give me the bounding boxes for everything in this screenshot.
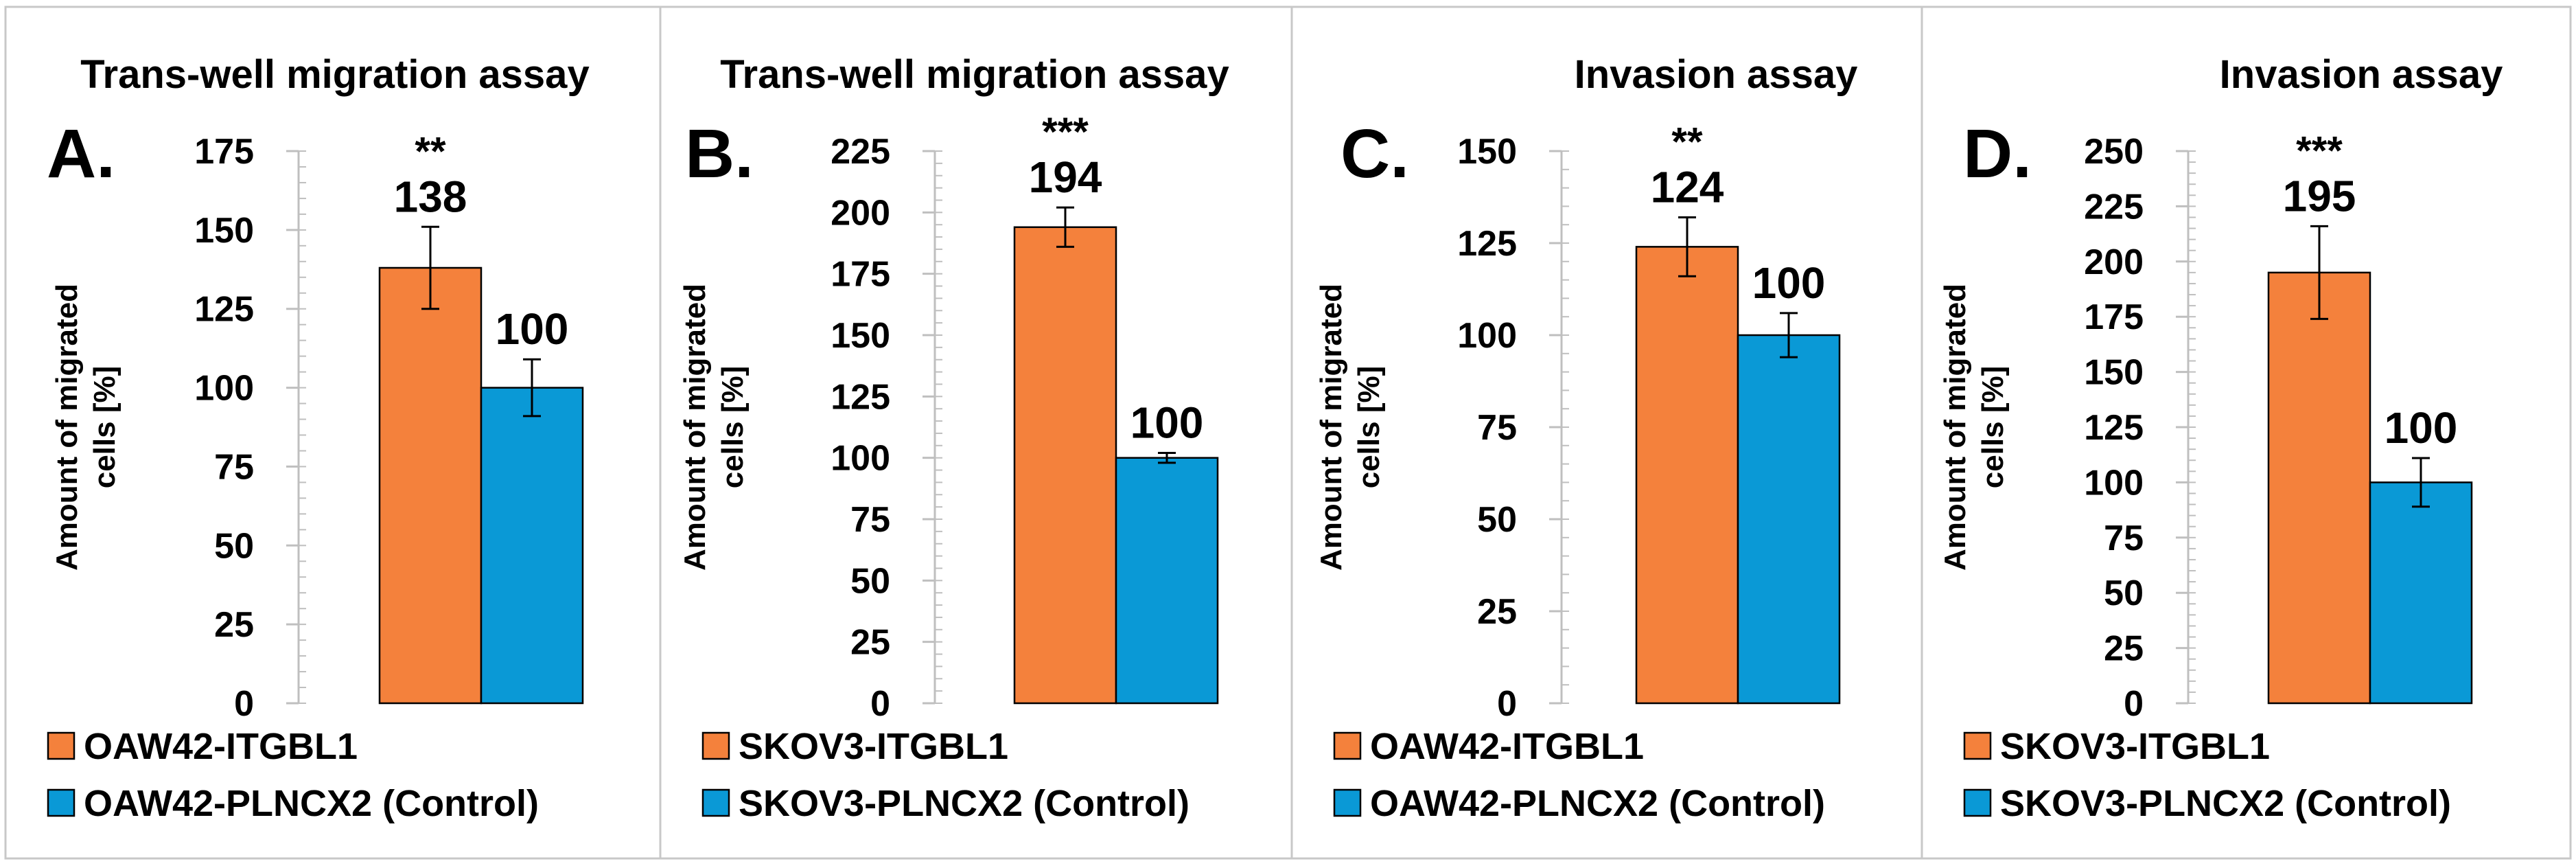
y-tick-label: 25 [850, 623, 890, 663]
significance-marker: *** [2296, 128, 2343, 173]
chart-title: Trans-well migration assay [80, 52, 589, 97]
data-label: 124 [1651, 162, 1724, 212]
y-tick-label: 200 [2084, 242, 2144, 282]
chart-title: Trans-well migration assay [720, 52, 1229, 97]
y-tick-label: 100 [2084, 463, 2144, 503]
chart-title: Invasion assay [1575, 52, 1858, 97]
data-label: 100 [2384, 403, 2458, 453]
legend-label: OAW42-PLNCX2 (Control) [1370, 783, 1825, 824]
y-tick-label: 125 [1457, 224, 1517, 264]
panel-border [1921, 5, 2572, 860]
y-axis-label-line1: Amount of migrated [50, 284, 84, 571]
y-tick-label: 125 [194, 290, 254, 330]
panel-letter: B. [685, 115, 754, 192]
significance-marker: *** [1042, 110, 1089, 155]
y-tick-label: 125 [2084, 408, 2144, 448]
y-tick-label: 50 [2104, 573, 2144, 613]
legend-swatch [1963, 788, 1992, 817]
bar-control [1115, 457, 1219, 705]
y-tick-label: 0 [2124, 684, 2144, 724]
y-tick-label: 100 [1457, 316, 1517, 356]
data-label: 100 [496, 304, 569, 354]
y-tick-label: 150 [194, 211, 254, 251]
y-tick-label: 50 [214, 526, 254, 566]
y-tick-label: 225 [2084, 187, 2144, 227]
panel-letter: D. [1963, 115, 2032, 192]
legend-label: SKOV3-ITGBL1 [2000, 726, 2270, 767]
panel-letter: A. [47, 115, 115, 192]
legend-swatch [701, 788, 730, 817]
legend-label: OAW42-ITGBL1 [84, 726, 358, 767]
y-tick-label: 175 [831, 255, 890, 295]
significance-marker: ** [415, 129, 446, 174]
data-label: 100 [1752, 258, 1826, 308]
legend-label: SKOV3-ITGBL1 [739, 726, 1008, 767]
y-axis-label-line2: cells [%] [716, 366, 750, 489]
y-axis-label-line1: Amount of migrated [1314, 284, 1348, 571]
legend-swatch [701, 731, 730, 760]
y-axis-label-line2: cells [%] [1352, 366, 1386, 489]
data-label: 194 [1029, 152, 1102, 202]
legend-swatch [47, 788, 76, 817]
y-axis-label-line2: cells [%] [1976, 366, 2010, 489]
y-tick-label: 50 [1477, 500, 1517, 540]
y-tick-label: 75 [850, 500, 890, 540]
legend-swatch [1963, 731, 1992, 760]
chart-title: Invasion assay [2220, 52, 2503, 97]
y-tick-label: 50 [850, 561, 890, 601]
y-tick-label: 0 [234, 684, 254, 724]
y-tick-label: 125 [831, 377, 890, 417]
legend-swatch [1333, 788, 1362, 817]
bar-itgbl1 [1013, 226, 1117, 705]
legend-label: OAW42-ITGBL1 [1370, 726, 1644, 767]
panel-letter: C. [1341, 115, 1409, 192]
bar-itgbl1 [378, 266, 483, 705]
y-tick-label: 225 [831, 132, 890, 172]
y-tick-label: 175 [194, 132, 254, 172]
y-tick-label: 75 [2104, 519, 2144, 558]
y-tick-label: 250 [2084, 132, 2144, 172]
y-tick-label: 175 [2084, 297, 2144, 337]
y-tick-label: 75 [1477, 408, 1517, 448]
y-tick-label: 100 [831, 439, 890, 479]
y-tick-label: 25 [1477, 592, 1517, 632]
legend-label: SKOV3-PLNCX2 (Control) [739, 783, 1190, 824]
y-tick-label: 25 [214, 605, 254, 645]
bar-control [1737, 334, 1841, 705]
legend-swatch [47, 731, 76, 760]
bar-itgbl1 [1635, 246, 1739, 705]
bar-control [480, 387, 584, 705]
y-tick-label: 25 [2104, 629, 2144, 669]
data-label: 138 [394, 172, 467, 221]
data-label: 195 [2283, 171, 2356, 220]
y-tick-label: 0 [1497, 684, 1517, 724]
y-tick-label: 150 [2084, 353, 2144, 393]
y-tick-label: 150 [831, 316, 890, 356]
chart-panel-d: Invasion assay D. Amount of migrated cells … [1921, 5, 2572, 860]
chart-panel-c: Invasion assay C. Amount of migrated cells … [1290, 5, 1923, 860]
y-axis-label-line2: cells [%] [88, 366, 121, 489]
bar-itgbl1 [2267, 271, 2371, 705]
chart-panel-a: Trans-well migration assay A. Amount of mi… [4, 5, 662, 860]
data-label: 100 [1130, 398, 1204, 448]
legend-label: OAW42-PLNCX2 (Control) [84, 783, 539, 824]
y-tick-label: 150 [1457, 132, 1517, 172]
chart-panel-b: Trans-well migration assay B. Amount of mi… [659, 5, 1293, 860]
bar-control [2369, 481, 2473, 705]
y-tick-label: 0 [870, 684, 890, 724]
significance-marker: ** [1671, 119, 1703, 164]
legend-label: SKOV3-PLNCX2 (Control) [2000, 783, 2451, 824]
y-tick-label: 100 [194, 369, 254, 409]
y-tick-label: 200 [831, 193, 890, 233]
y-tick-label: 75 [214, 447, 254, 487]
y-axis-label-line1: Amount of migrated [678, 284, 712, 571]
legend-swatch [1333, 731, 1362, 760]
y-axis-label-line1: Amount of migrated [1938, 284, 1972, 571]
